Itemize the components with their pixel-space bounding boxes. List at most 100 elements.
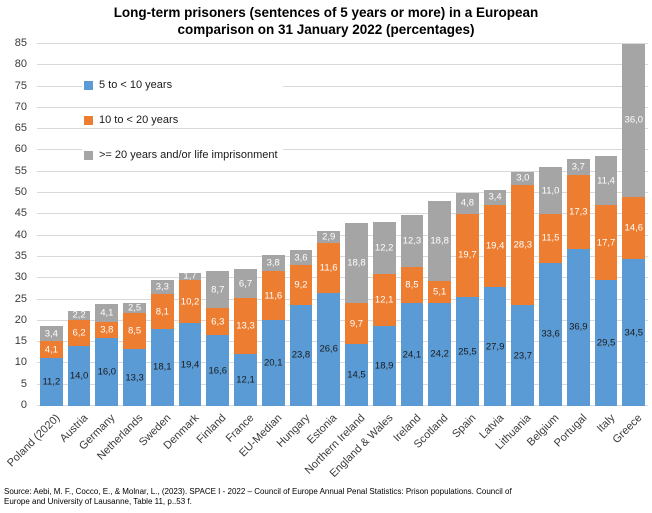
bar-segment-label: 1,7 xyxy=(183,270,197,282)
bar-segment-label: 17,3 xyxy=(569,206,588,218)
bar-segment: 8,5 xyxy=(400,267,424,304)
bar-segment-label: 8,5 xyxy=(127,325,142,337)
bar: 24,2 5,1 18,8 xyxy=(428,201,452,406)
bar-segment-label: 14,0 xyxy=(69,370,89,382)
bar-segment-label: 14,6 xyxy=(624,222,644,234)
gridline xyxy=(37,192,648,194)
gridline xyxy=(37,170,648,172)
bar: 16,0 3,8 4,1 xyxy=(95,304,119,406)
bar-segment: 17,3 xyxy=(566,175,590,249)
bar-segment: 29,5 xyxy=(594,280,618,406)
bar: 12,1 13,3 6,7 xyxy=(234,269,257,406)
gridline xyxy=(37,341,648,343)
bar-segment-label: 2,9 xyxy=(322,231,336,243)
bar-segment: 24,1 xyxy=(400,303,424,406)
bar-segment: 6,3 xyxy=(206,308,230,336)
bar-segment: 18,8 xyxy=(345,222,368,303)
bar-segment-label: 28,3 xyxy=(513,239,533,251)
bar: 27,9 19,4 3,4 xyxy=(483,190,507,406)
x-axis: Poland (2020) Austria Germany Netherlands Sw… xyxy=(5,409,648,484)
bar-segment: 12,3 xyxy=(400,214,424,268)
bar-segment: 12,1 xyxy=(234,354,257,406)
bar-segment-label: 3,4 xyxy=(488,191,502,203)
bar: 24,1 8,5 12,3 xyxy=(400,214,424,406)
bar-segment-label: 11,0 xyxy=(541,184,560,196)
bar-segment: 18,8 xyxy=(428,201,452,282)
bar-segment-label: 20,1 xyxy=(263,357,283,369)
bar-segment-label: 16,6 xyxy=(208,364,228,376)
bar-segment-label: 12,1 xyxy=(374,294,394,305)
source-line2: Europe and University of Lausanne, Table… xyxy=(4,497,192,507)
bar-segment: 3,8 xyxy=(261,254,285,272)
y-tick-label: 80 xyxy=(14,58,27,71)
gridline xyxy=(37,319,648,321)
bar-segment: 2,2 xyxy=(67,311,91,320)
bar-segment: 3,3 xyxy=(150,280,174,295)
bar-segment: 4,1 xyxy=(40,340,63,359)
bar-segment-label: 11,5 xyxy=(541,232,560,244)
bar-segment: 19,7 xyxy=(456,213,479,298)
bar-segment-label: 11,4 xyxy=(597,174,615,186)
bar-segment-label: 4,8 xyxy=(460,197,474,209)
bar-segment-label: 11,6 xyxy=(264,289,283,301)
bar-segment-label: 12,1 xyxy=(236,374,255,386)
bar-segment-label: 27,9 xyxy=(485,340,505,352)
y-tick-label: 40 xyxy=(14,228,27,241)
bar-segment-label: 12,3 xyxy=(402,235,422,247)
bar-segment: 11,6 xyxy=(317,243,341,293)
bar: 25,5 19,7 4,8 xyxy=(456,193,479,406)
bar: 23,7 28,3 3,0 xyxy=(511,171,535,406)
bar-segment-label: 3,4 xyxy=(44,327,58,339)
bar-segment: 3,8 xyxy=(95,321,119,338)
bar-segment: 2,9 xyxy=(317,230,341,244)
bar-segment-label: 23,7 xyxy=(513,349,533,361)
bar-segment-label: 16,0 xyxy=(97,366,117,378)
legend-swatch-orange-icon xyxy=(84,115,93,125)
bar-segment-label: 14,5 xyxy=(347,369,366,381)
bar-segment: 28,3 xyxy=(511,184,535,306)
y-tick-label: 60 xyxy=(14,143,27,156)
bar: 36,9 17,3 3,7 xyxy=(566,159,590,406)
bar-segment: 3,4 xyxy=(40,326,63,341)
bar-segment-label: 19,4 xyxy=(180,358,200,370)
gridline xyxy=(37,298,648,300)
bar-segment: 19,4 xyxy=(178,323,202,406)
bar-segment: 6,2 xyxy=(67,320,91,347)
bar-segment: 4,8 xyxy=(456,193,479,214)
bar-segment-label: 26,6 xyxy=(319,343,338,355)
bar-segment: 19,4 xyxy=(483,204,507,288)
bar-segment: 11,6 xyxy=(261,271,285,321)
bar-segment: 11,0 xyxy=(539,167,562,214)
bar-segment: 12,2 xyxy=(372,222,396,274)
bar-segment: 2,5 xyxy=(123,302,146,314)
bar-segment-label: 11,6 xyxy=(319,262,338,274)
y-axis: 0 5 10 15 20 25 30 35 40 45 50 55 60 65 70 75 80 85 xyxy=(0,38,31,411)
bar-segment-label: 9,2 xyxy=(294,279,308,291)
bar-segment-label: 2,5 xyxy=(127,302,142,314)
bar-segment-label: 23,8 xyxy=(291,349,311,361)
bar-segment-label: 24,2 xyxy=(430,348,449,360)
gridline xyxy=(37,255,648,257)
bar-segment: 25,5 xyxy=(456,297,479,406)
bar-segment: 11,5 xyxy=(539,213,562,263)
gridline xyxy=(37,362,648,364)
bar: 33,6 11,5 11,0 xyxy=(539,167,562,406)
y-tick-label: 85 xyxy=(14,37,27,49)
y-tick-label: 35 xyxy=(14,249,27,262)
bar-segment-label: 5,1 xyxy=(433,286,447,298)
source-line1: Source: Aebi, M. F., Cocco, E., & Molnar… xyxy=(4,487,512,496)
bar-segment-label: 18,8 xyxy=(430,235,449,247)
x-axis-label: Italy xyxy=(594,412,617,435)
bar-segment: 14,5 xyxy=(345,344,368,406)
gridline xyxy=(37,213,648,215)
bar: 14,5 9,7 18,8 xyxy=(345,222,368,406)
bar-segment: 16,6 xyxy=(206,335,230,406)
bar-segment-label: 6,2 xyxy=(72,327,86,339)
bar-segment: 3,4 xyxy=(483,190,507,205)
bar-segment-label: 34,5 xyxy=(624,326,644,338)
bar-segment: 16,0 xyxy=(95,337,119,406)
bar-segment-label: 4,1 xyxy=(44,343,58,355)
chart-title-line1: Long-term prisoners (sentences of 5 year… xyxy=(113,5,539,20)
bar-segment-label: 6,3 xyxy=(211,316,225,328)
bar-segment-label: 3,8 xyxy=(100,324,114,336)
